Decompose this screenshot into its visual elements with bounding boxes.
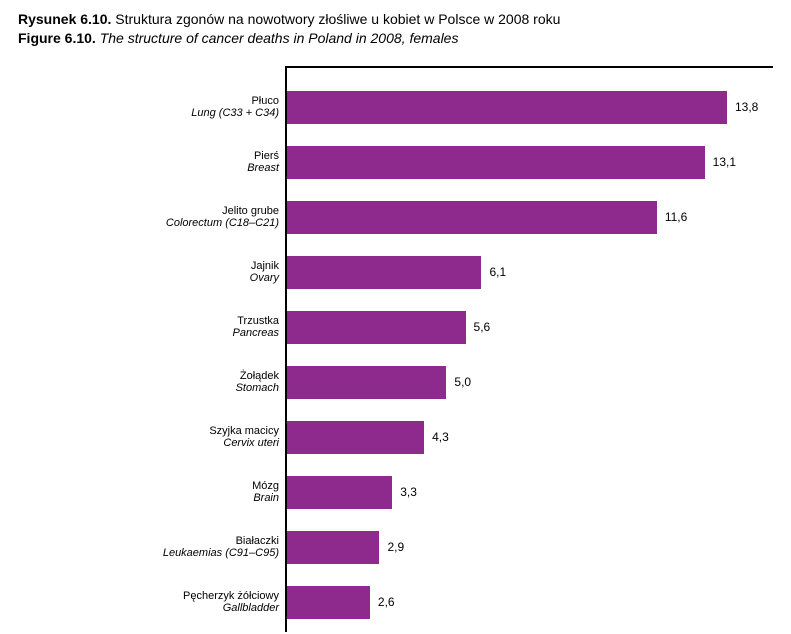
bar (287, 421, 424, 454)
bar-area: 3,3 (287, 476, 773, 509)
bar-area: 2,9 (287, 531, 773, 564)
bar (287, 476, 392, 509)
row-label: TrzustkaPancreas (153, 315, 279, 340)
row-label-pl: Pierś (153, 150, 279, 163)
bar-area: 5,6 (287, 311, 773, 344)
row-label-pl: Żołądek (153, 370, 279, 383)
row-label-pl: Szyjka macicy (153, 425, 279, 438)
row-label: JajnikOvary (153, 260, 279, 285)
bar-area: 4,3 (287, 421, 773, 454)
bar-area: 13,8 (287, 91, 773, 124)
bar-value: 2,6 (378, 595, 395, 609)
row-label-pl: Trzustka (153, 315, 279, 328)
bar-area: 6,1 (287, 256, 773, 289)
bar-value: 4,3 (432, 430, 449, 444)
chart-row: Szyjka macicyCervix uteri 4,3 (153, 410, 773, 465)
bar-area: 5,0 (287, 366, 773, 399)
row-label-pl: Białaczki (153, 535, 279, 548)
bar-area: 2,6 (287, 586, 773, 619)
row-label: ŻołądekStomach (153, 370, 279, 395)
chart-row: BiałaczkiLeukaemias (C91–C95) 2,9 (153, 520, 773, 575)
row-label-en: Lung (C33 + C34) (153, 107, 279, 120)
row-label: PłucoLung (C33 + C34) (153, 95, 279, 120)
row-label: MózgBrain (153, 480, 279, 505)
title-line-pl: Rysunek 6.10. Struktura zgonów na nowotw… (18, 10, 773, 29)
title-text-pl: Struktura zgonów na nowotwory złośliwe u… (111, 11, 560, 27)
chart-row: Jelito grubeColorectum (C18–C21) 11,6 (153, 190, 773, 245)
bar-value: 5,0 (454, 375, 471, 389)
chart-row: MózgBrain 3,3 (153, 465, 773, 520)
bar-value: 6,1 (489, 265, 506, 279)
row-label-en: Colorectum (C18–C21) (153, 217, 279, 230)
bar-value: 13,1 (713, 155, 736, 169)
row-label-pl: Jajnik (153, 260, 279, 273)
bar (287, 91, 727, 124)
row-label-en: Cervix uteri (153, 437, 279, 450)
chart-row: ŻołądekStomach 5,0 (153, 355, 773, 410)
bar (287, 201, 657, 234)
bar-area: 11,6 (287, 201, 773, 234)
row-label-pl: Jelito grube (153, 205, 279, 218)
row-label: Pęcherzyk żółciowyGallbladder (153, 590, 279, 615)
figure-title: Rysunek 6.10. Struktura zgonów na nowotw… (18, 10, 773, 48)
bar-value: 2,9 (387, 540, 404, 554)
bar (287, 531, 379, 564)
axis-horizontal (285, 66, 773, 68)
row-label: Szyjka macicyCervix uteri (153, 425, 279, 450)
row-label-en: Stomach (153, 382, 279, 395)
bar (287, 146, 705, 179)
chart-rows: PłucoLung (C33 + C34) 13,8 PierśBreast 13,1… (153, 66, 773, 632)
row-label-pl: Płuco (153, 95, 279, 108)
chart-row: Pęcherzyk żółciowyGallbladder 2,6 (153, 575, 773, 630)
chart-row: PierśBreast 13,1 (153, 135, 773, 190)
bar-value: 11,6 (665, 210, 687, 224)
bar-chart: PłucoLung (C33 + C34) 13,8 PierśBreast 13,1… (153, 66, 773, 632)
title-line-en: Figure 6.10. The structure of cancer dea… (18, 29, 773, 48)
bar-area: 13,1 (287, 146, 773, 179)
row-label-pl: Pęcherzyk żółciowy (153, 590, 279, 603)
row-label-pl: Mózg (153, 480, 279, 493)
title-prefix-pl: Rysunek 6.10. (18, 11, 111, 27)
chart-row: PłucoLung (C33 + C34) 13,8 (153, 80, 773, 135)
bar-value: 3,3 (400, 485, 417, 499)
row-label-en: Brain (153, 492, 279, 505)
chart-row: JajnikOvary 6,1 (153, 245, 773, 300)
bar-value: 5,6 (474, 320, 491, 334)
bar (287, 366, 446, 399)
row-label-en: Leukaemias (C91–C95) (153, 547, 279, 560)
bar-value: 13,8 (735, 100, 758, 114)
bar (287, 256, 481, 289)
row-label-en: Ovary (153, 272, 279, 285)
row-label: BiałaczkiLeukaemias (C91–C95) (153, 535, 279, 560)
row-label-en: Gallbladder (153, 602, 279, 615)
row-label: Jelito grubeColorectum (C18–C21) (153, 205, 279, 230)
row-label: PierśBreast (153, 150, 279, 175)
title-text-en: The structure of cancer deaths in Poland… (96, 30, 459, 46)
row-label-en: Pancreas (153, 327, 279, 340)
bar (287, 311, 466, 344)
title-prefix-en: Figure 6.10. (18, 30, 96, 46)
row-label-en: Breast (153, 162, 279, 175)
bar (287, 586, 370, 619)
chart-row: TrzustkaPancreas 5,6 (153, 300, 773, 355)
